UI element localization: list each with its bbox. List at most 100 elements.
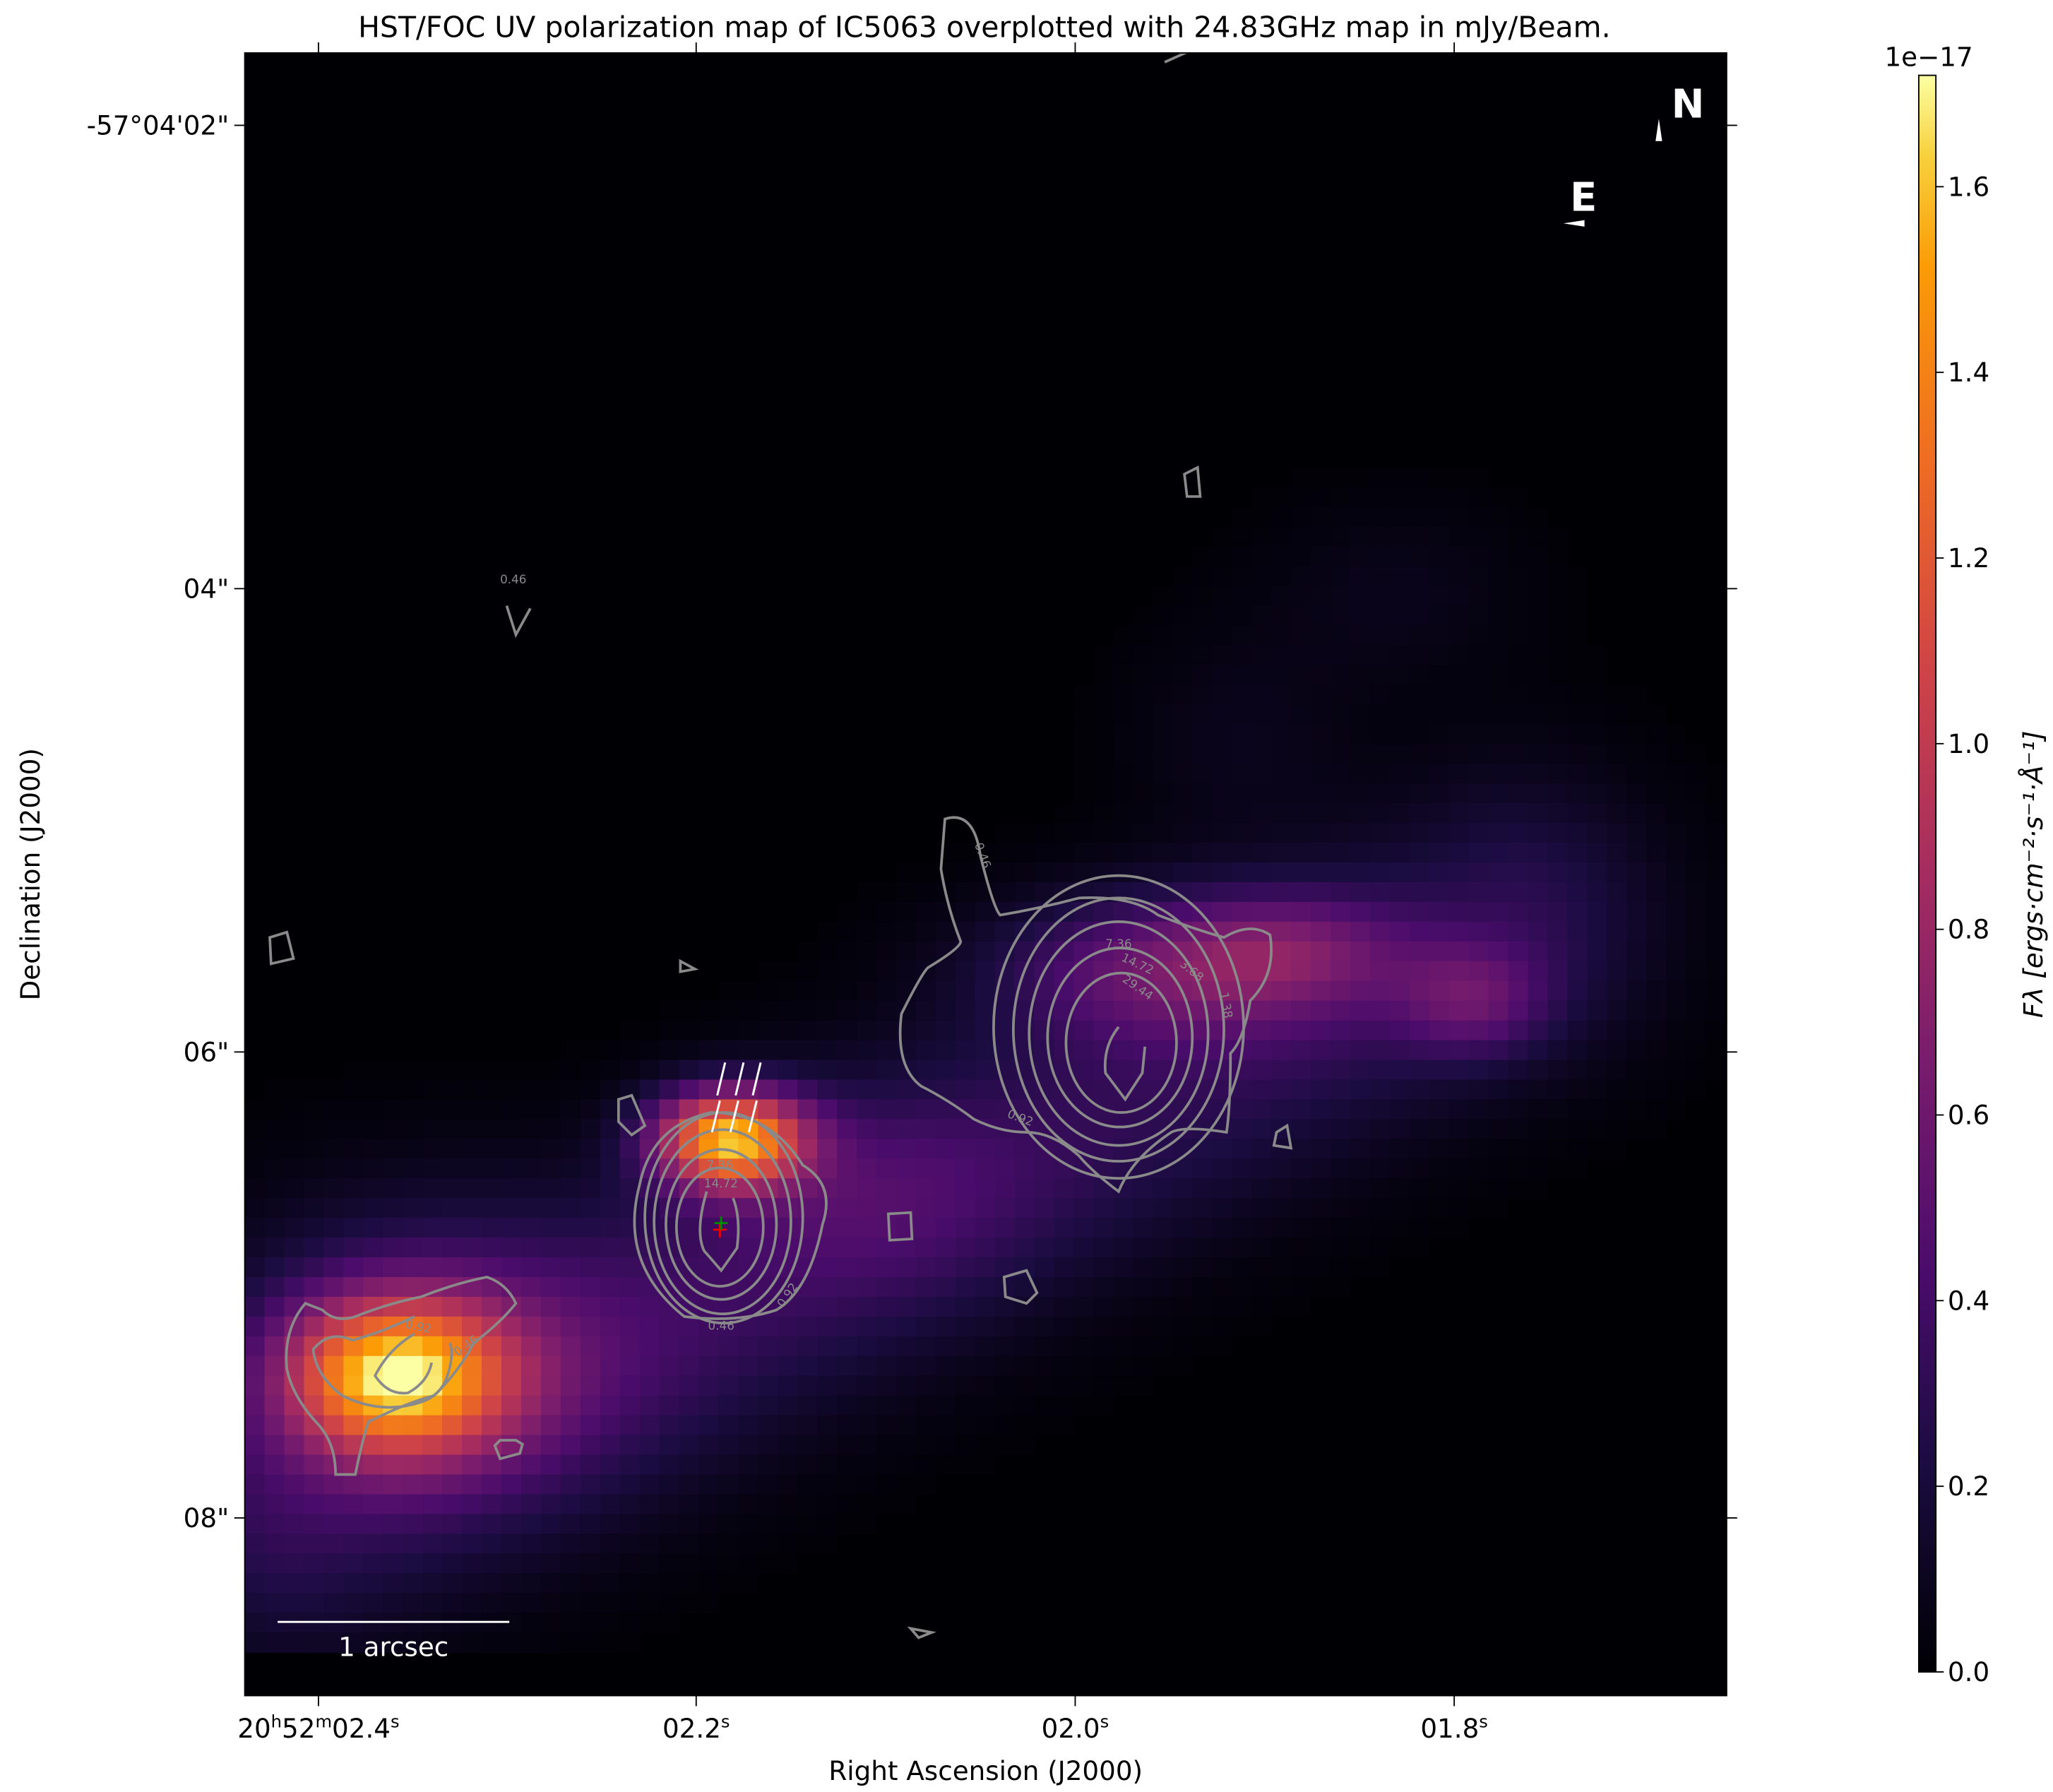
heatmap-pixel (1567, 645, 1588, 666)
heatmap-pixel (1468, 764, 1489, 785)
heatmap-pixel (580, 1415, 601, 1436)
heatmap-pixel (1330, 704, 1351, 725)
heatmap-pixel (442, 1198, 463, 1219)
heatmap-pixel (1232, 506, 1253, 528)
heatmap-pixel (462, 1079, 482, 1100)
heatmap-pixel (1409, 803, 1430, 824)
heatmap-pixel (1409, 546, 1430, 567)
heatmap-pixel (778, 1218, 799, 1238)
heatmap-pixel (837, 901, 858, 922)
heatmap-pixel (1429, 684, 1450, 706)
heatmap-pixel (580, 1533, 601, 1555)
heatmap-pixel (1153, 941, 1174, 962)
heatmap-pixel (1468, 1079, 1489, 1100)
heatmap-pixel (1528, 901, 1549, 922)
heatmap-pixel (1409, 1099, 1430, 1120)
heatmap-pixel (1369, 882, 1391, 903)
heatmap-pixel (1468, 467, 1489, 488)
heatmap-pixel (876, 1435, 897, 1456)
heatmap-pixel (1093, 744, 1114, 765)
heatmap-pixel (817, 1435, 838, 1456)
heatmap-pixel (1172, 803, 1194, 824)
heatmap-pixel (1133, 764, 1154, 785)
heatmap-pixel (1547, 724, 1569, 745)
heatmap-pixel (679, 1474, 700, 1495)
heatmap-pixel (343, 1355, 364, 1377)
contour (311, 1315, 453, 1409)
heatmap-pixel (1686, 901, 1706, 922)
heatmap-pixel (1409, 1238, 1430, 1258)
heatmap-pixel (1429, 823, 1450, 843)
heatmap-pixel (540, 1158, 561, 1180)
heatmap-pixel (501, 1533, 522, 1555)
heatmap-pixel (797, 1139, 819, 1160)
heatmap-pixel (1311, 566, 1331, 587)
heatmap-pixel (1271, 744, 1292, 765)
heatmap-pixel (1034, 1020, 1055, 1041)
heatmap-pixel (1706, 1060, 1726, 1081)
heatmap-pixel (1133, 1355, 1154, 1377)
heatmap-pixel (1488, 921, 1509, 942)
heatmap-pixel (1567, 803, 1588, 824)
heatmap-pixel (1311, 1139, 1331, 1160)
heatmap-pixel (1271, 1099, 1292, 1120)
heatmap-pixel (758, 1079, 779, 1100)
contour (617, 1093, 647, 1137)
heatmap-pixel (1488, 684, 1509, 706)
heatmap-pixel (600, 1257, 621, 1278)
heatmap-pixel (1212, 783, 1233, 805)
polarization-vector (734, 1062, 745, 1096)
heatmap-pixel (1369, 901, 1391, 922)
heatmap-pixel (1330, 1119, 1351, 1140)
heatmap-pixel (1251, 605, 1273, 627)
heatmap-pixel (1153, 684, 1174, 706)
heatmap-pixel (1054, 1178, 1075, 1199)
heatmap-pixel (442, 1238, 463, 1258)
heatmap-pixel (857, 961, 877, 982)
heatmap-pixel (1350, 764, 1371, 785)
heatmap-pixel (244, 1632, 266, 1653)
heatmap-pixel (1291, 487, 1311, 508)
heatmap-pixel (1192, 1238, 1213, 1258)
heatmap-pixel (1468, 843, 1489, 863)
heatmap-pixel (1448, 1020, 1470, 1041)
heatmap-pixel (1646, 1020, 1667, 1041)
heatmap-pixel (520, 1316, 542, 1337)
heatmap-pixel (1409, 1139, 1430, 1160)
y-axis (234, 124, 1737, 1519)
heatmap-pixel (1626, 783, 1648, 805)
heatmap-pixel (1172, 704, 1194, 725)
heatmap-pixel (482, 1060, 502, 1081)
heatmap-pixel (1034, 1316, 1055, 1337)
heatmap-pixel (1330, 901, 1351, 922)
heatmap-pixel (1113, 684, 1134, 706)
heatmap-pixel (698, 1593, 720, 1614)
heatmap-pixel (718, 1040, 739, 1061)
heatmap-pixel (1271, 1198, 1292, 1219)
heatmap-pixel (323, 1079, 345, 1100)
heatmap-pixel (1291, 843, 1311, 863)
heatmap-pixel (1113, 1276, 1134, 1298)
heatmap-pixel (1429, 1079, 1450, 1100)
heatmap-pixel (1528, 744, 1549, 765)
heatmap-pixel (915, 1296, 936, 1317)
heatmap-pixel (1330, 526, 1351, 547)
heatmap-pixel (1626, 921, 1648, 942)
heatmap-pixel (1034, 862, 1055, 883)
heatmap-pixel (482, 1276, 502, 1298)
heatmap-pixel (1369, 1238, 1391, 1258)
heatmap-pixel (876, 921, 897, 942)
heatmap-pixel (1646, 921, 1667, 942)
heatmap-pixel (1389, 487, 1410, 508)
heatmap-pixel (1725, 1020, 1727, 1041)
heatmap-pixel (1528, 843, 1549, 863)
heatmap-pixel (1291, 467, 1311, 488)
heatmap-pixel (758, 1139, 779, 1160)
heatmap-pixel (560, 1375, 581, 1396)
heatmap-pixel (580, 1139, 601, 1160)
heatmap-pixel (520, 1158, 542, 1180)
heatmap-pixel (698, 1514, 720, 1535)
heatmap-pixel (896, 882, 917, 903)
heatmap-pixel (896, 1494, 917, 1515)
heatmap-pixel (1369, 1000, 1391, 1021)
